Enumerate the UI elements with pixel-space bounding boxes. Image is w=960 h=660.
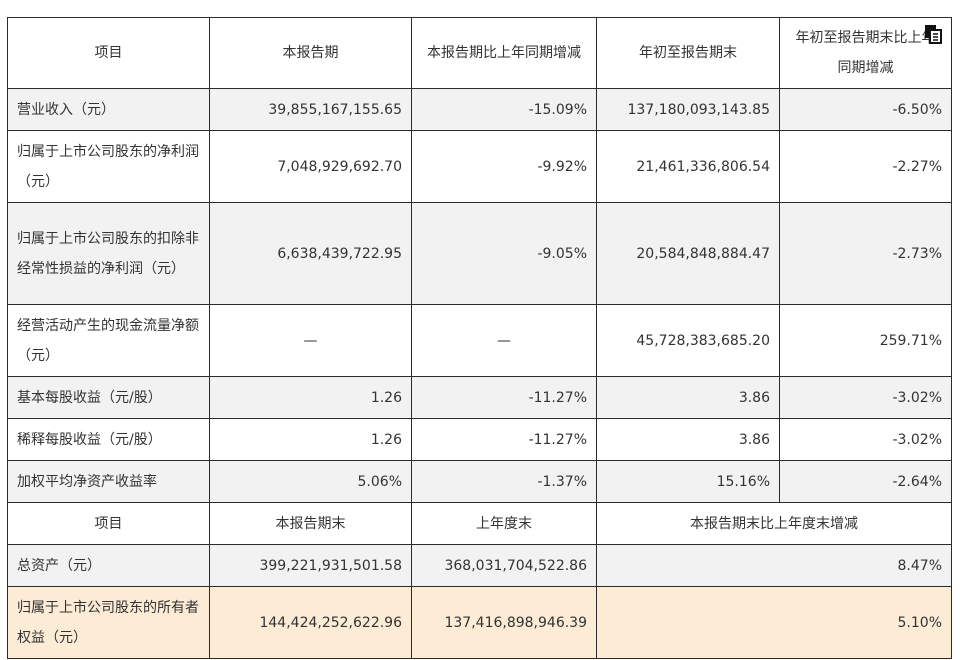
row-change: -15.09%: [411, 88, 597, 131]
header2-prior-year-end: 上年度末: [411, 502, 597, 545]
header-ytd-vs-prior: 年初至报告期末比上年 同期增减: [779, 17, 952, 89]
row-item: 稀释每股收益（元/股）: [7, 418, 210, 461]
header2-period-end: 本报告期末: [209, 502, 412, 545]
row-change: 8.47%: [596, 544, 952, 587]
row-change: -11.27%: [411, 418, 597, 461]
table-header-row-2: 项目 本报告期末 上年度末 本报告期末比上年度末增减: [7, 502, 952, 545]
table-row: 营业收入（元） 39,855,167,155.65 -15.09% 137,18…: [7, 88, 952, 131]
row-item: 基本每股收益（元/股）: [7, 376, 210, 419]
row-ytd: 20,584,848,884.47: [596, 202, 780, 305]
table-row: 归属于上市公司股东的扣除非经常性损益的净利润（元） 6,638,439,722.…: [7, 202, 952, 305]
row-change: 5.10%: [596, 586, 952, 659]
row-change: -1.37%: [411, 460, 597, 503]
table-row: 总资产（元） 399,221,931,501.58 368,031,704,52…: [7, 544, 952, 587]
row-ytd: 45,728,383,685.20: [596, 304, 780, 377]
row-prior-year-end: 137,416,898,946.39: [411, 586, 597, 659]
row-change: -9.05%: [411, 202, 597, 305]
header-ytd-vs-prior-line1: 年初至报告期末比上年: [795, 30, 936, 46]
table-row: 基本每股收益（元/股） 1.26 -11.27% 3.86 -3.02%: [7, 376, 952, 419]
row-ytd: 21,461,336,806.54: [596, 130, 780, 203]
row-ytd-change: -3.02%: [779, 418, 952, 461]
table-row: 归属于上市公司股东的净利润（元） 7,048,929,692.70 -9.92%…: [7, 130, 952, 203]
table-row: 加权平均净资产收益率 5.06% -1.37% 15.16% -2.64%: [7, 460, 952, 503]
row-ytd-change: -6.50%: [779, 88, 952, 131]
header-ytd: 年初至报告期末: [596, 17, 780, 89]
row-item: 加权平均净资产收益率: [7, 460, 210, 503]
row-ytd-change: -2.27%: [779, 130, 952, 203]
table-row: 稀释每股收益（元/股） 1.26 -11.27% 3.86 -3.02%: [7, 418, 952, 461]
row-current: 39,855,167,155.65: [209, 88, 412, 131]
table-row: 归属于上市公司股东的所有者权益（元） 144,424,252,622.96 13…: [7, 586, 952, 659]
row-ytd: 15.16%: [596, 460, 780, 503]
row-current: —: [209, 304, 412, 377]
row-change: -11.27%: [411, 376, 597, 419]
row-prior-year-end: 368,031,704,522.86: [411, 544, 597, 587]
header-current-period: 本报告期: [209, 17, 412, 89]
row-period-end: 399,221,931,501.58: [209, 544, 412, 587]
row-current: 7,048,929,692.70: [209, 130, 412, 203]
row-ytd-change: 259.71%: [779, 304, 952, 377]
row-ytd-change: -3.02%: [779, 376, 952, 419]
copy-icon[interactable]: [924, 24, 942, 44]
row-ytd: 3.86: [596, 376, 780, 419]
row-item: 归属于上市公司股东的净利润（元）: [7, 130, 210, 203]
table-row: 经营活动产生的现金流量净额（元） — — 45,728,383,685.20 2…: [7, 304, 952, 377]
row-ytd-change: -2.64%: [779, 460, 952, 503]
row-item: 归属于上市公司股东的所有者权益（元）: [7, 586, 210, 659]
row-change: —: [411, 304, 597, 377]
row-current: 1.26: [209, 418, 412, 461]
row-item: 经营活动产生的现金流量净额（元）: [7, 304, 210, 377]
row-current: 6,638,439,722.95: [209, 202, 412, 305]
row-current: 5.06%: [209, 460, 412, 503]
header2-item: 项目: [7, 502, 210, 545]
row-ytd: 3.86: [596, 418, 780, 461]
header-item: 项目: [7, 17, 210, 89]
header2-change: 本报告期末比上年度末增减: [596, 502, 952, 545]
row-item: 归属于上市公司股东的扣除非经常性损益的净利润（元）: [7, 202, 210, 305]
financial-summary-table: 项目 本报告期 本报告期比上年同期增减 年初至报告期末 年初至报告期末比上年 同期…: [7, 17, 952, 659]
row-ytd-change: -2.73%: [779, 202, 952, 305]
row-item: 总资产（元）: [7, 544, 210, 587]
row-period-end: 144,424,252,622.96: [209, 586, 412, 659]
header-current-vs-prior: 本报告期比上年同期增减: [411, 17, 597, 89]
row-current: 1.26: [209, 376, 412, 419]
row-item: 营业收入（元）: [7, 88, 210, 131]
table-header-row: 项目 本报告期 本报告期比上年同期增减 年初至报告期末 年初至报告期末比上年 同期…: [7, 17, 952, 89]
row-change: -9.92%: [411, 130, 597, 203]
row-ytd: 137,180,093,143.85: [596, 88, 780, 131]
header-ytd-vs-prior-line2: 同期增减: [837, 60, 894, 76]
